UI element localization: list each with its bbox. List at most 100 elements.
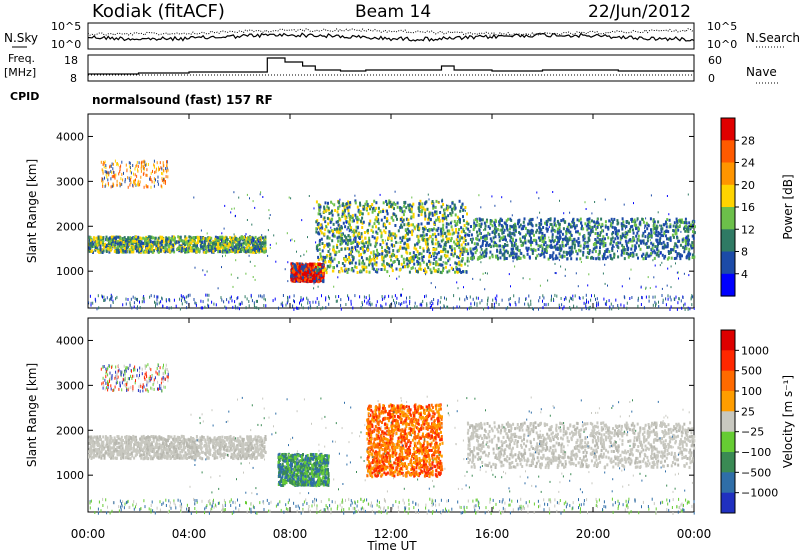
echo: [334, 253, 337, 257]
echo: [188, 246, 191, 250]
echo: [250, 240, 253, 244]
echo: [248, 244, 250, 248]
echo: [513, 244, 516, 247]
echo: [421, 236, 424, 240]
echo: [331, 217, 334, 221]
echo: [532, 247, 535, 251]
echo: [374, 244, 377, 248]
echo: [427, 266, 430, 270]
echo: [650, 228, 652, 232]
echo: [478, 238, 481, 242]
echo: [111, 175, 113, 179]
echo: [141, 160, 143, 164]
echo: [107, 247, 110, 251]
echo: [321, 269, 324, 273]
echo: [310, 279, 313, 283]
echo: [426, 302, 428, 306]
echo: [691, 303, 693, 307]
echo: [166, 237, 169, 241]
echo: [345, 267, 348, 271]
echo: [88, 247, 91, 250]
echo: [260, 294, 262, 298]
echo: [655, 302, 657, 306]
echo: [421, 256, 424, 259]
echo: [594, 232, 597, 235]
echo: [657, 249, 660, 253]
echo: [408, 208, 411, 212]
echo: [494, 296, 496, 300]
echo: [371, 225, 374, 229]
echo: [100, 250, 102, 254]
echo: [223, 246, 226, 250]
echo: [181, 299, 182, 303]
echo: [654, 295, 656, 299]
echo: [369, 297, 371, 301]
echo: [361, 265, 364, 269]
echo: [621, 224, 624, 228]
echo: [410, 223, 413, 227]
echo: [629, 228, 632, 231]
echo: [390, 254, 393, 258]
echo: [418, 209, 421, 213]
echo: [263, 244, 266, 248]
echo: [285, 303, 287, 307]
echo: [287, 299, 289, 303]
echo: [159, 235, 162, 239]
echo: [530, 228, 533, 232]
echo: [611, 236, 614, 240]
echo: [547, 257, 550, 261]
echo: [492, 240, 495, 244]
echo: [637, 256, 639, 260]
echo: [644, 257, 647, 260]
echo: [639, 241, 642, 245]
echo: [583, 241, 586, 245]
echo: [369, 219, 372, 223]
echo: [375, 225, 377, 229]
echo: [538, 307, 539, 311]
echo: [224, 243, 227, 247]
echo: [653, 223, 656, 227]
echo: [691, 244, 694, 248]
echo: [514, 242, 517, 246]
echo: [346, 238, 349, 242]
echo: [556, 231, 559, 235]
echo: [323, 205, 326, 209]
echo: [167, 236, 170, 240]
echo: [405, 247, 408, 251]
echo: [434, 235, 437, 239]
echo: [382, 259, 385, 263]
echo: [367, 248, 369, 252]
echo: [465, 222, 468, 225]
echo: [457, 231, 460, 235]
echo: [190, 241, 193, 245]
echo: [307, 301, 309, 305]
echo: [641, 295, 643, 299]
echo: [162, 304, 164, 308]
echo: [264, 241, 267, 245]
echo: [318, 266, 321, 270]
echo: [151, 180, 153, 184]
echo: [604, 220, 607, 224]
echo: [327, 206, 330, 210]
echo: [485, 254, 488, 258]
echo: [140, 161, 142, 165]
echo: [685, 224, 688, 228]
echo: [155, 240, 158, 244]
echo: [472, 252, 475, 256]
echo: [392, 218, 395, 222]
echo: [324, 257, 326, 261]
echo: [611, 225, 614, 229]
echo: [299, 262, 302, 266]
echo: [102, 249, 105, 253]
echo: [108, 171, 110, 175]
echo: [655, 230, 658, 234]
echo: [599, 242, 602, 246]
echo: [156, 161, 158, 165]
echo: [114, 241, 117, 244]
echo: [104, 298, 106, 302]
echo: [262, 247, 265, 251]
echo: [505, 257, 508, 260]
echo: [541, 247, 544, 251]
